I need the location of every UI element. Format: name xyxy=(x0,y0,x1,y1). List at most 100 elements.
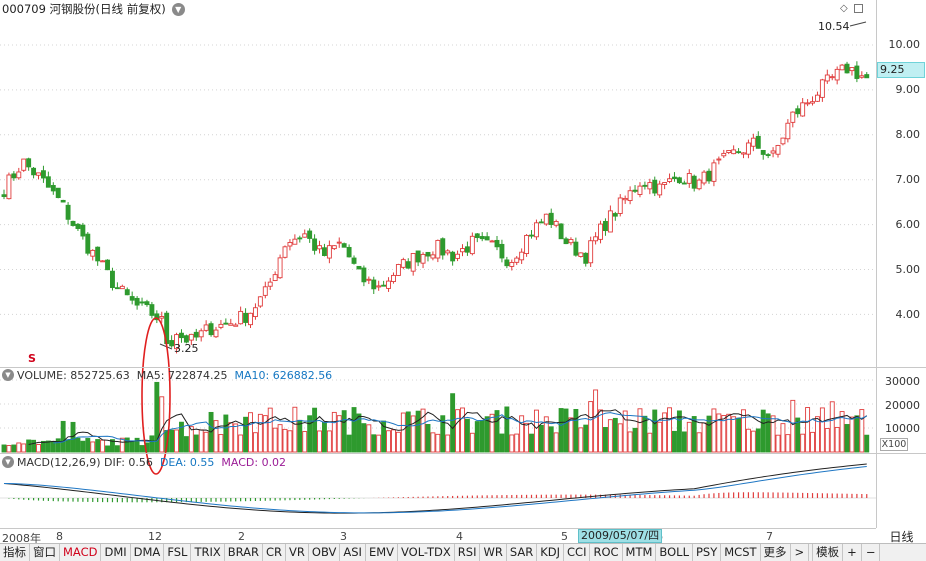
candle-body xyxy=(410,253,416,272)
price-tick: 10.00 xyxy=(888,38,921,51)
candle-body xyxy=(312,238,318,251)
tab-scroll-right-button[interactable]: > xyxy=(791,544,810,561)
tab-kdj[interactable]: KDJ xyxy=(537,544,565,561)
volume-bar xyxy=(105,445,110,453)
tab-trix[interactable]: TRIX xyxy=(191,544,225,561)
candle-body xyxy=(6,174,12,200)
volume-dropdown-icon[interactable]: ▼ xyxy=(2,369,14,381)
candle-body xyxy=(282,246,288,258)
volume-bar xyxy=(548,426,554,453)
volume-bar xyxy=(85,438,91,453)
candle-body xyxy=(711,162,717,182)
candle-body xyxy=(701,171,707,184)
tab-mtm[interactable]: MTM xyxy=(623,544,657,561)
volume-bar xyxy=(770,415,776,453)
volume-bar xyxy=(450,393,456,453)
candle-body xyxy=(706,170,712,182)
candle-body xyxy=(849,67,855,72)
stock-title: 000709 河钢股份(日线 前复权) xyxy=(2,2,166,16)
zoom-out-button[interactable]: − xyxy=(862,544,881,561)
macd-dea: DEA: 0.55 xyxy=(159,455,215,469)
volume-bar xyxy=(65,439,71,453)
volume-bar xyxy=(632,427,638,453)
tab-cr[interactable]: CR xyxy=(263,544,287,561)
macd-dropdown-icon[interactable]: ▼ xyxy=(2,456,14,468)
candle-body xyxy=(139,301,145,304)
tab-brar[interactable]: BRAR xyxy=(225,544,264,561)
candle-body xyxy=(110,270,115,288)
tab-mcst[interactable]: MCST xyxy=(721,544,761,561)
tab-more[interactable]: 更多 xyxy=(761,544,791,561)
volume-bar xyxy=(819,407,825,453)
candle-body xyxy=(405,261,411,269)
tab-wr[interactable]: WR xyxy=(480,544,507,561)
candle-body xyxy=(65,204,71,220)
candle-body xyxy=(341,243,347,248)
tab-emv[interactable]: EMV xyxy=(366,544,398,561)
candle-body xyxy=(696,179,702,190)
tab-macd[interactable]: MACD xyxy=(60,544,102,561)
tab-asi[interactable]: ASI xyxy=(340,544,366,561)
tab-psy[interactable]: PSY xyxy=(693,544,722,561)
tab-cci[interactable]: CCI xyxy=(564,544,591,561)
volume-bar xyxy=(741,409,746,453)
volume-bar xyxy=(603,427,608,453)
volume-bar xyxy=(731,416,737,453)
candle-body xyxy=(810,101,815,104)
volume-bar xyxy=(154,381,160,453)
volume-bar xyxy=(312,407,318,453)
price-tick: 7.00 xyxy=(895,173,921,186)
volume-bar xyxy=(6,445,12,453)
diamond-icon[interactable]: ◇ xyxy=(840,3,848,14)
volume-bar xyxy=(681,431,687,453)
volume-bar xyxy=(529,433,534,453)
volume-bar xyxy=(223,414,229,453)
candle-body xyxy=(208,323,214,336)
volume-header: ▼ VOLUME: 852725.63 MA5: 722874.25 MA10:… xyxy=(0,368,876,382)
title-dropdown-icon[interactable]: ▼ xyxy=(171,2,185,16)
tab-rsi[interactable]: RSI xyxy=(455,544,481,561)
candle-body xyxy=(573,241,579,256)
chart-canvas[interactable]: 10.54 3.25 S xyxy=(0,0,876,528)
square-icon[interactable] xyxy=(853,4,863,13)
tab-vr[interactable]: VR xyxy=(286,544,309,561)
tab-dma[interactable]: DMA xyxy=(131,544,165,561)
volume-bar xyxy=(726,413,732,453)
volume-bar xyxy=(795,417,801,453)
volume-bar xyxy=(114,445,120,453)
volume-bar xyxy=(198,429,204,453)
highlight-ellipse xyxy=(141,317,171,475)
volume-bar xyxy=(578,427,584,453)
volume-bar xyxy=(95,439,101,453)
period-label[interactable]: 日线 xyxy=(889,530,914,544)
volume-bar xyxy=(430,432,436,453)
candle-body xyxy=(114,287,120,290)
corner-icons: ◇ xyxy=(840,3,863,14)
zoom-in-button[interactable]: + xyxy=(843,544,862,561)
tab-roc[interactable]: ROC xyxy=(590,544,623,561)
candle-body xyxy=(100,260,106,263)
tab-indicators[interactable]: 指标 xyxy=(0,544,30,561)
volume-bar xyxy=(31,439,37,453)
candle-body xyxy=(632,189,638,192)
tab-obv[interactable]: OBV xyxy=(309,544,341,561)
tab-sar[interactable]: SAR xyxy=(507,544,538,561)
tab-fsl[interactable]: FSL xyxy=(164,544,192,561)
candle-body xyxy=(790,111,796,123)
candle-body xyxy=(745,142,751,155)
candle-body xyxy=(322,247,327,256)
tab-template[interactable]: 模板 xyxy=(812,544,844,561)
candle-body xyxy=(642,184,648,187)
tab-vol-tdx[interactable]: VOL-TDX xyxy=(398,544,455,561)
volume-bar xyxy=(183,436,189,453)
candle-body xyxy=(647,182,653,190)
volume-bar xyxy=(174,429,180,453)
tab-window[interactable]: 窗口 xyxy=(30,544,60,561)
volume-bar xyxy=(524,422,530,453)
candle-body xyxy=(598,223,603,240)
tab-dmi[interactable]: DMI xyxy=(101,544,131,561)
volume-bar xyxy=(504,406,510,453)
tab-boll[interactable]: BOLL xyxy=(656,544,693,561)
volume-bar xyxy=(484,416,490,453)
volume-bar xyxy=(395,431,401,453)
